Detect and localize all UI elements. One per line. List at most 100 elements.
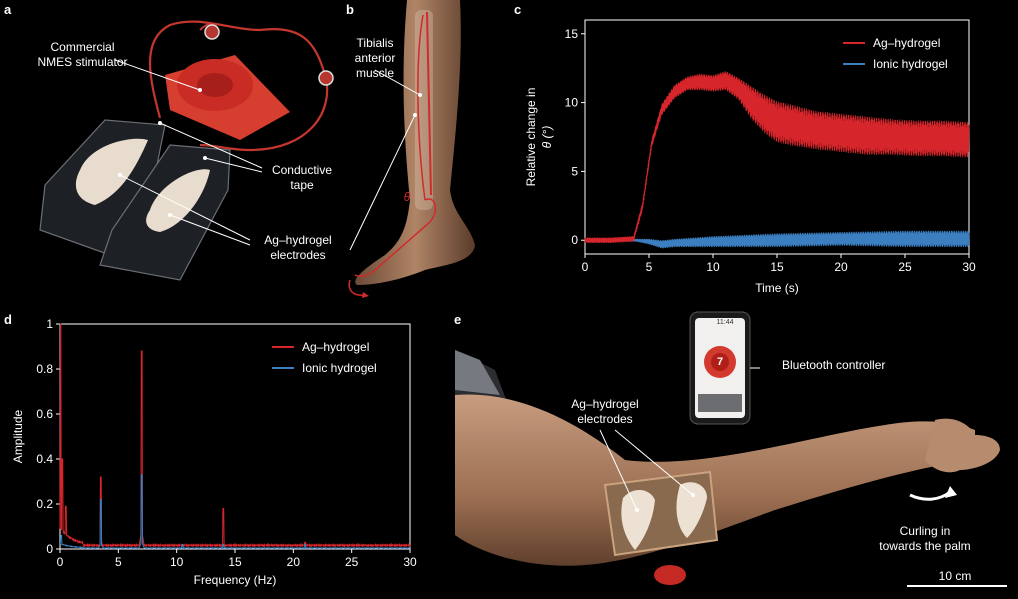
arm-shape [455, 394, 975, 566]
chart-c-time-series: 0 5 10 15 20 25 30 0 5 10 15 Ag–hydrogel Ionic hydro… [524, 19, 976, 295]
label-conductive-tape: Conductive tape [271, 163, 333, 192]
spectrum-line [59, 323, 411, 549]
leg-shape [355, 0, 475, 285]
panel-e-photo [455, 310, 1018, 599]
plot-frame [59, 323, 411, 550]
wire-snap-right [318, 70, 334, 86]
x-tick-label: 20 [834, 260, 848, 274]
electrode-gel-right [146, 169, 210, 232]
stimulator-button [197, 73, 233, 97]
y-tick-label: 0.2 [36, 497, 53, 511]
hand-shape [925, 418, 1000, 473]
muscle-pointer-dot [418, 93, 422, 97]
y-tick-label: 15 [565, 27, 579, 41]
curling-arrowhead [945, 486, 957, 498]
electrode-e-pointer-1 [599, 429, 638, 511]
x-tick-label: 0 [57, 555, 64, 569]
panel-a-letter: a [4, 2, 12, 17]
stimulator-under-arm [654, 565, 686, 585]
panel-a-photo [0, 0, 345, 300]
shirt-sleeve-light [455, 350, 500, 395]
tape-pointer-1 [159, 122, 263, 169]
panel-b-letter: b [346, 2, 354, 17]
x-tick-label: 30 [403, 555, 417, 569]
x-tick-label: 25 [345, 555, 359, 569]
phone-time-text: 11:44 [716, 319, 734, 326]
legend-label: Ag–hydrogel [873, 36, 940, 50]
muscle-outline-2 [417, 14, 426, 201]
x-tick-label: 5 [646, 260, 653, 274]
y-tick-label: 0 [571, 233, 578, 247]
label-scale-10cm: 10 cm [938, 569, 972, 583]
x-tick-label: 30 [962, 260, 976, 274]
arm-photo [455, 311, 1007, 587]
panel-d-letter: d [4, 312, 12, 327]
phone-level-text: 7 [716, 356, 724, 368]
wire-snap-left [204, 24, 220, 40]
y-tick-label: 0.8 [36, 362, 53, 376]
y-tick-label: 1 [46, 317, 53, 331]
muscle-outline [426, 11, 432, 196]
tape-pointer-dot-2 [203, 156, 207, 160]
muscle-pointer [374, 69, 421, 96]
panel-c-letter: c [514, 2, 522, 17]
curling-arrow [909, 490, 951, 501]
y-tick-label: 5 [571, 164, 578, 178]
series-line [584, 230, 970, 249]
panel-b-photo [345, 0, 510, 300]
spectrum-line [59, 474, 411, 550]
x-tick-label: 15 [770, 260, 784, 274]
x-tick-label: 5 [115, 555, 122, 569]
label-ag-hydrogel-electrodes-e: Ag–hydrogel electrodes [571, 397, 639, 426]
legend-label: Ag–hydrogel [302, 340, 369, 354]
x-tick-label: 10 [170, 555, 184, 569]
chart-d-frequency-spectrum: 0 5 10 15 20 25 30 0 0.2 0.4 0.6 0.8 1 Ag–hydrogel Ion… [11, 317, 417, 587]
stimulator-pointer-dot [198, 88, 202, 92]
panel-e-letter: e [454, 312, 462, 327]
label-theta-angle: θ [403, 190, 411, 204]
electrode-e-pointer-2 [614, 429, 694, 496]
electrode-pointer-1 [119, 174, 251, 241]
electrode-pointer-2 [169, 214, 251, 246]
y-axis-label: Amplitude [11, 410, 25, 464]
y-tick-label: 0.6 [36, 407, 53, 421]
legend-label: Ionic hydrogel [873, 57, 948, 71]
label-ag-hydrogel-electrodes-a: Ag–hydrogel electrodes [264, 233, 332, 262]
x-tick-label: 0 [582, 260, 589, 274]
x-axis-label: Frequency (Hz) [194, 573, 277, 587]
nmes-kit-photo [39, 20, 334, 281]
label-commercial-stimulator: Commercial NMES stimulator [37, 40, 128, 69]
tape-pointer-dot-1 [158, 121, 162, 125]
electrode-e-pointer-dot-1 [635, 508, 639, 512]
label-tibialis-anterior: Tibialis anterior muscle [354, 36, 396, 80]
x-tick-label: 15 [228, 555, 242, 569]
stimulator-pointer [114, 59, 201, 91]
electrode-gel-left [75, 138, 148, 205]
label-bluetooth-controller: Bluetooth controller [782, 358, 886, 372]
foot-motion-arrowhead [362, 292, 369, 298]
x-axis-label: Time (s) [755, 281, 799, 295]
series-line [584, 71, 970, 244]
electrode-pointer-dot-2 [168, 213, 172, 217]
electrode-e-left [621, 489, 655, 550]
y-tick-label: 0 [46, 542, 53, 556]
y-axis-label-2: θ (°) [540, 126, 554, 149]
foot-motion-arrow [348, 279, 364, 296]
electrode-pointer-b [349, 114, 416, 251]
x-tick-label: 20 [287, 555, 301, 569]
label-curling-in: Curling in towards the palm [879, 524, 971, 553]
y-axis-label: Relative change in [524, 88, 538, 187]
electrode-e-pointer-dot-2 [691, 493, 695, 497]
smartphone [689, 311, 760, 425]
electrode-pointer-dot-1 [118, 173, 122, 177]
stimulator-wire [149, 20, 329, 152]
tape-pointer-2 [204, 157, 263, 173]
x-tick-label: 25 [898, 260, 912, 274]
x-tick-label: 10 [706, 260, 720, 274]
electrode-pointer-b-dot [413, 113, 417, 117]
y-tick-label: 10 [565, 96, 579, 110]
electrode-e-right [676, 482, 707, 538]
leg-photo [348, 0, 475, 298]
y-tick-label: 0.4 [36, 452, 53, 466]
legend-label: Ionic hydrogel [302, 361, 377, 375]
